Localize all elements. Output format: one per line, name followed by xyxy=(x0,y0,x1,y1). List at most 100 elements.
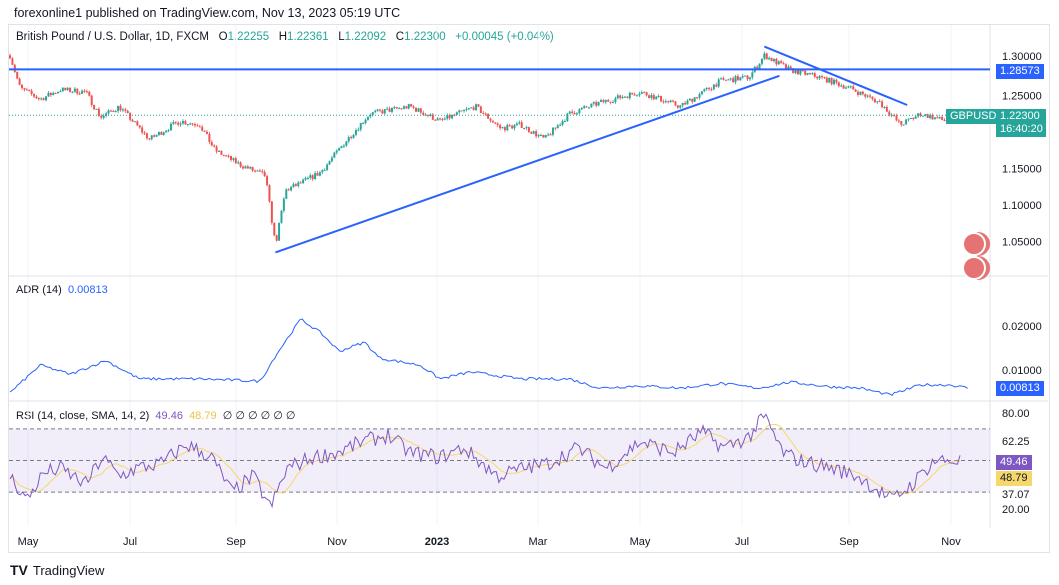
candle-body xyxy=(141,127,144,133)
candle-body xyxy=(167,130,170,132)
candle-body xyxy=(664,101,667,103)
candle-body xyxy=(270,201,273,223)
candle-body xyxy=(45,96,48,101)
candle-body xyxy=(746,75,749,80)
candle-body xyxy=(573,112,576,115)
candle-body xyxy=(568,111,571,114)
candle-body xyxy=(189,123,192,125)
candle-body xyxy=(763,53,766,59)
candle-body xyxy=(309,175,312,178)
candle-body xyxy=(914,116,917,119)
candle-body xyxy=(837,82,840,87)
candle-body xyxy=(105,113,108,116)
candle-body xyxy=(54,92,57,94)
candle-body xyxy=(679,105,682,108)
time-tick: Mar xyxy=(529,536,548,548)
candle-body xyxy=(201,126,204,131)
candle-body xyxy=(302,179,305,184)
candle-body xyxy=(117,105,120,112)
candle-body xyxy=(933,117,936,120)
candle-body xyxy=(741,76,744,78)
tradingview-logo-icon: TV xyxy=(10,562,28,578)
candle-body xyxy=(109,110,112,112)
candle-body xyxy=(107,110,110,114)
candle-body xyxy=(174,122,177,124)
candle-body xyxy=(131,119,134,122)
candle-body xyxy=(561,121,564,125)
candle-body xyxy=(304,178,307,180)
candle-body xyxy=(909,118,912,120)
candle-body xyxy=(515,123,518,126)
candle-body xyxy=(427,114,430,116)
candle-body xyxy=(88,91,91,96)
candle-body xyxy=(590,103,593,108)
candle-body xyxy=(597,101,600,106)
candle-body xyxy=(402,106,405,109)
candle-body xyxy=(218,150,221,152)
price-tick: 1.30000 xyxy=(1002,51,1042,63)
candle-body xyxy=(614,98,617,103)
candle-body xyxy=(645,92,648,96)
candle-body xyxy=(674,101,677,106)
candle-body xyxy=(511,125,514,129)
candle-body xyxy=(583,106,586,109)
candle-body xyxy=(453,114,456,116)
candle-body xyxy=(165,130,168,133)
candle-body xyxy=(232,158,235,160)
candle-body xyxy=(489,118,492,121)
candle-body xyxy=(506,125,509,131)
candle-body xyxy=(693,97,696,102)
resistance-trendline xyxy=(763,45,908,106)
candle-body xyxy=(801,70,804,72)
candle-body xyxy=(878,101,881,103)
high-value: 1.22361 xyxy=(287,31,329,43)
candle-body xyxy=(263,171,266,177)
adr-name: ADR (14) xyxy=(16,284,62,296)
candle-body xyxy=(321,170,324,173)
chart-frame[interactable] xyxy=(8,24,1050,553)
candle-body xyxy=(604,100,607,103)
candle-body xyxy=(640,92,643,94)
candle-body xyxy=(667,101,670,103)
candle-body xyxy=(203,130,206,132)
candle-body xyxy=(669,100,672,102)
candle-body xyxy=(451,114,454,119)
candle-body xyxy=(412,106,415,108)
candle-body xyxy=(297,182,300,186)
candle-body xyxy=(547,134,550,136)
candle-body xyxy=(467,108,470,110)
candle-body xyxy=(59,91,62,93)
candle-body xyxy=(808,72,811,74)
candle-body xyxy=(705,87,708,90)
candle-body xyxy=(830,77,833,85)
candle-body xyxy=(532,131,535,134)
candle-body xyxy=(571,111,574,113)
adr-tag: 0.00813 xyxy=(996,381,1044,396)
candle-body xyxy=(186,124,189,126)
candle-body xyxy=(585,106,588,108)
candle-body xyxy=(25,89,28,91)
candle-body xyxy=(28,90,31,92)
close-label: C xyxy=(395,31,405,43)
candle-body xyxy=(378,109,381,111)
candle-body xyxy=(833,79,836,85)
candle-body xyxy=(633,94,636,96)
candle-body xyxy=(261,171,264,173)
candle-body xyxy=(938,116,941,119)
candle-body xyxy=(888,111,891,116)
us-flag-icon[interactable] xyxy=(962,256,986,280)
rsi-sma-line xyxy=(9,423,961,495)
candle-body xyxy=(191,123,194,125)
uk-flag-icon[interactable] xyxy=(962,232,986,256)
candle-body xyxy=(369,115,372,117)
candle-body xyxy=(768,57,771,60)
candle-body xyxy=(78,93,81,95)
high-label: H xyxy=(278,31,288,43)
candle-body xyxy=(652,95,655,100)
candle-body xyxy=(648,95,651,99)
candle-body xyxy=(42,98,45,101)
candle-body xyxy=(551,127,554,135)
candle-body xyxy=(484,113,487,115)
candle-body xyxy=(419,108,422,113)
